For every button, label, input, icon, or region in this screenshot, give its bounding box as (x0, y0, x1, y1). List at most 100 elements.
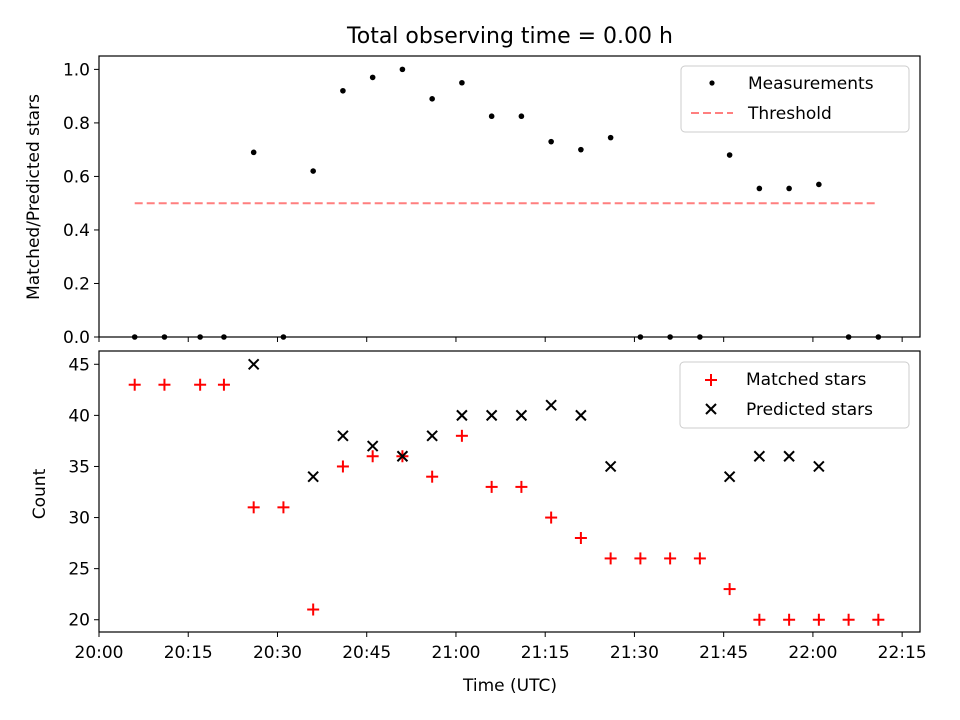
matched-stars-point (515, 480, 528, 493)
predicted-stars-point (396, 450, 409, 462)
matched-stars-point (485, 480, 498, 493)
bottom-y-tick-label: 20 (68, 611, 90, 631)
top-y-tick-label: 0.6 (63, 167, 90, 187)
measurement-point (429, 96, 435, 102)
bottom-y-tick-label: 45 (68, 355, 90, 375)
matched-stars-point (307, 603, 320, 616)
threshold-legend-label: Threshold (747, 104, 832, 124)
bottom-plot-frame (98, 350, 921, 633)
measurements-legend-label: Measurements (748, 74, 874, 94)
bottom-axes: 20 25 30 35 40 45 20:00 20:15 20:30 20:45 21:00 21:… (68, 350, 927, 663)
measurement-point (369, 74, 376, 81)
measurement-point (280, 334, 287, 340)
x-tick-label: 21:15 (521, 643, 570, 663)
matched-stars-point (158, 378, 171, 391)
matched-stars-point (194, 378, 207, 391)
top-y-tick-label: 0.0 (63, 328, 90, 348)
predicted-stars-point (575, 409, 587, 422)
measurement-point (875, 334, 882, 340)
top-axes: 0.0 0.2 0.4 0.6 0.8 1.0 (63, 55, 921, 348)
matched-stars-point (664, 552, 677, 565)
matched-stars-point (783, 613, 796, 626)
measurement-point (667, 334, 673, 340)
top-y-axis-label: Matched/Predicted stars (24, 94, 44, 300)
measurement-point (786, 185, 792, 192)
x-tick-label: 20:00 (75, 643, 124, 663)
bottom-legend-box (679, 361, 910, 429)
measurement-point (697, 334, 703, 340)
measurement-point (459, 79, 465, 86)
predicted-stars-point (337, 430, 349, 442)
measurement-point (250, 149, 257, 156)
x-tick-label: 21:00 (431, 643, 480, 663)
top-y-tick-label: 0.8 (63, 114, 90, 134)
predicted-legend-label: Predicted stars (746, 400, 873, 420)
predicted-stars-point (813, 460, 825, 473)
top-y-tick-label: 0.4 (63, 221, 90, 241)
x-tick-label: 21:45 (699, 643, 748, 663)
matched-stars-point (693, 552, 706, 565)
measurement-point (845, 334, 852, 340)
matched-stars-point (545, 511, 558, 524)
predicted-stars-point (485, 409, 498, 422)
bottom-y-tick-label: 30 (68, 509, 90, 529)
measurement-point (340, 87, 346, 94)
measurement-point (131, 334, 138, 340)
matched-stars-point (634, 552, 647, 565)
bottom-y-tick-label: 35 (68, 457, 90, 477)
matched-stars-point (812, 613, 825, 626)
x-tick-label: 20:15 (164, 643, 213, 663)
predicted-stars-point (307, 470, 319, 483)
predicted-stars-point (783, 450, 795, 462)
predicted-stars-point (545, 399, 557, 411)
measurement-point (607, 134, 614, 141)
matched-stars-point (426, 470, 439, 483)
measurement-point (221, 334, 227, 340)
bottom-y-tick-label: 40 (68, 406, 90, 426)
matched-stars-point (277, 501, 290, 514)
measurement-point (637, 334, 644, 340)
matched-stars-point (247, 501, 260, 514)
x-axis-label: Time (UTC) (462, 676, 557, 696)
bottom-y-axis-label: Count (30, 468, 50, 519)
predicted-stars-point (753, 450, 766, 462)
matched-stars-point (217, 378, 230, 391)
predicted-stars-point (366, 440, 379, 452)
matched-stars-point (842, 613, 855, 626)
matched-stars-point (872, 613, 885, 626)
predicted-stars-point (515, 409, 528, 422)
top-y-tick-label: 1.0 (63, 60, 90, 80)
x-tick-label: 22:00 (788, 643, 837, 663)
measurement-point (518, 113, 525, 120)
measurement-point (310, 168, 316, 174)
matched-legend-label: Matched stars (746, 370, 866, 390)
top-plot-frame (98, 55, 921, 338)
matched-legend-marker (705, 374, 717, 386)
measurement-point (816, 181, 822, 188)
predicted-stars-point (426, 430, 438, 442)
bottom-y-tick-label: 25 (68, 560, 90, 580)
x-tick-label: 20:30 (253, 643, 302, 663)
top-y-tick-label: 0.2 (63, 274, 90, 294)
measurement-point (726, 152, 733, 158)
predicted-stars-point (604, 460, 617, 473)
predicted-stars-point (247, 358, 260, 370)
matched-stars-point (723, 583, 736, 596)
matched-stars-point (336, 460, 349, 473)
predicted-legend-marker (705, 403, 717, 415)
matched-stars-point (753, 613, 766, 626)
matched-stars-point (366, 450, 379, 463)
measurement-point (488, 113, 495, 120)
predicted-stars-point (456, 409, 468, 422)
matched-stars-point (574, 531, 587, 544)
measurements-legend-marker (709, 80, 715, 86)
measurement-point (197, 334, 203, 340)
x-tick-label: 20:45 (342, 643, 391, 663)
top-legend-box (680, 65, 910, 133)
matched-stars-point (455, 429, 468, 442)
measurement-point (578, 146, 584, 153)
predicted-stars-point (723, 470, 736, 483)
x-tick-label: 22:15 (878, 643, 927, 663)
top-legend: Measurements Threshold (680, 65, 910, 133)
